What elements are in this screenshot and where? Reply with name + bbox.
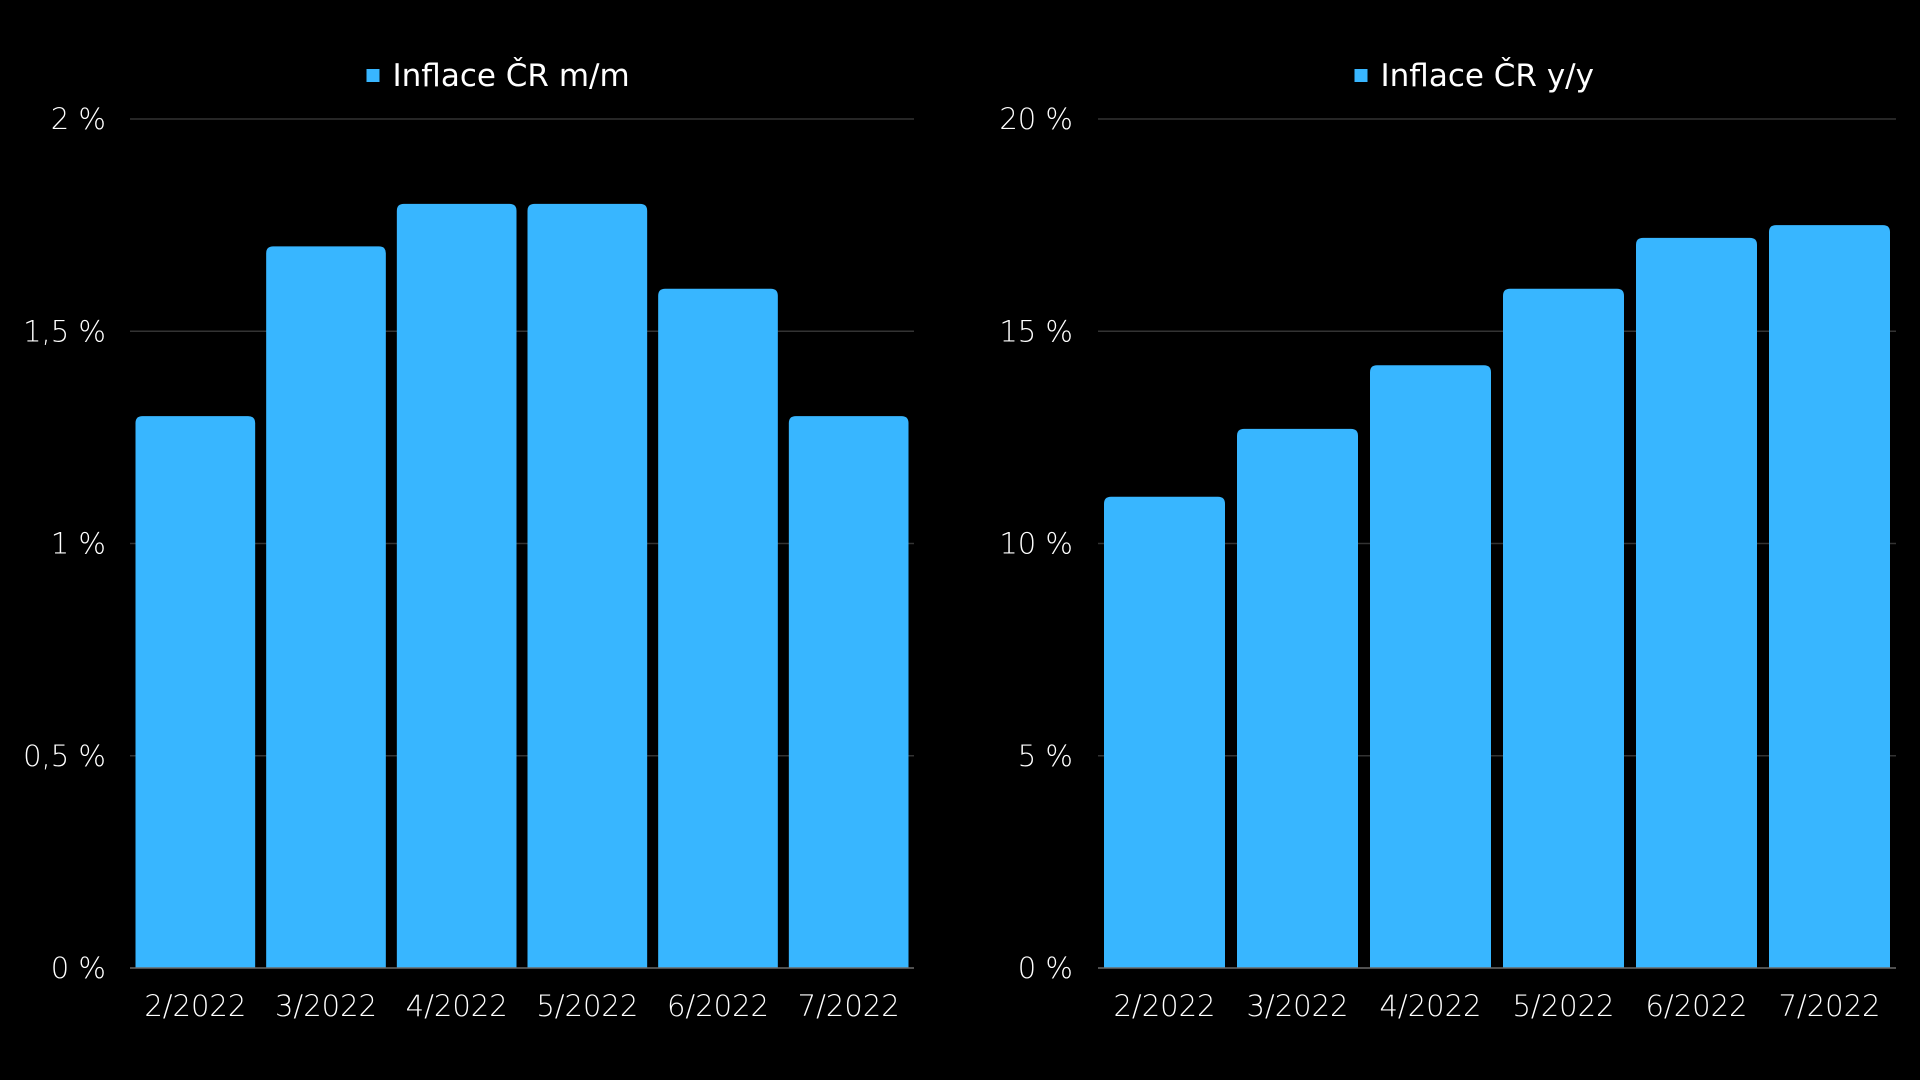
legend-label: Inflace ČR y/y: [1381, 57, 1594, 94]
y-tick-label: 20 %: [999, 102, 1073, 136]
x-tick-label: 7/2022: [798, 989, 900, 1023]
chart-inflation-month-on-month: 0 % 0,5 % 1 % 1,5 % 2 % 2/2022 3/2022 4/2022 5/2…: [23, 57, 914, 1023]
chart-inflation-year-on-year: 0 % 5 % 10 % 15 % 20 % 2/2022 3/2022 4/2022 5/20…: [999, 57, 1896, 1023]
bar: [527, 203, 648, 968]
legend-swatch: [1354, 69, 1368, 82]
y-tick-label: 1 %: [51, 527, 106, 561]
x-tick-label: 2/2022: [144, 989, 246, 1023]
bar: [1370, 365, 1491, 969]
x-tick-label: 6/2022: [667, 989, 769, 1023]
y-tick-label: 1,5 %: [23, 314, 106, 348]
y-tick-label: 5 %: [1018, 739, 1073, 773]
bar: [1104, 496, 1225, 968]
legend-label: Inflace ČR m/m: [393, 57, 630, 94]
x-tick-label: 6/2022: [1645, 989, 1747, 1023]
x-tick-label: 2/2022: [1113, 989, 1215, 1023]
x-tick-label: 5/2022: [536, 989, 638, 1023]
bar: [266, 246, 386, 969]
x-tick-label: 4/2022: [406, 989, 508, 1023]
bar: [135, 416, 256, 968]
x-tick-label: 3/2022: [275, 989, 377, 1023]
bar: [1503, 288, 1624, 968]
x-tick-label: 5/2022: [1512, 989, 1614, 1023]
legend: Inflace ČR y/y: [1354, 57, 1594, 94]
y-tick-label: 10 %: [999, 527, 1073, 561]
legend: Inflace ČR m/m: [366, 57, 630, 94]
bar: [1237, 428, 1358, 968]
legend-swatch: [366, 69, 380, 82]
bar: [658, 288, 778, 968]
y-tick-label: 2 %: [51, 102, 106, 136]
x-tick-label: 7/2022: [1778, 989, 1880, 1023]
bar: [396, 203, 517, 968]
y-tick-label: 15 %: [999, 314, 1073, 348]
x-tick-label: 4/2022: [1379, 989, 1481, 1023]
bar: [1636, 237, 1757, 969]
y-tick-label: 0 %: [1018, 951, 1073, 985]
bar: [788, 416, 909, 968]
x-tick-label: 3/2022: [1246, 989, 1348, 1023]
bar: [1769, 225, 1890, 968]
y-tick-label: 0,5 %: [23, 739, 106, 773]
y-tick-label: 0 %: [51, 951, 106, 985]
